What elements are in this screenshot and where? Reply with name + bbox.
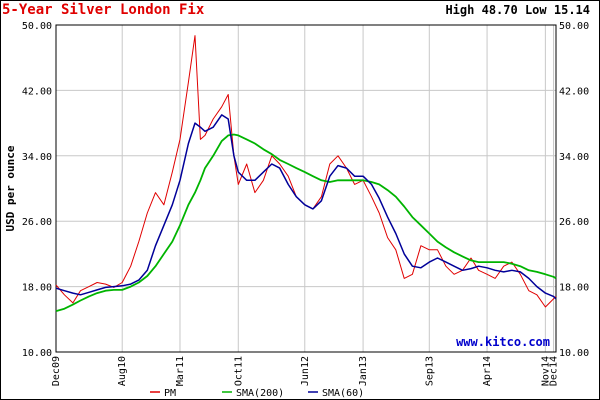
- tick-labels: 10.00 10.00 18.00 18.00 26.00 26.00 34.00 34.00…: [22, 21, 589, 386]
- x-tick-label: Sep13: [424, 356, 435, 386]
- y-tick-label-right: 26.00: [559, 217, 589, 228]
- legend-label: PM: [164, 388, 176, 399]
- high-label: High: [445, 3, 475, 17]
- low-value: 15.14: [553, 3, 590, 17]
- legend-label: SMA(60): [322, 388, 364, 399]
- x-tick-label: Dec14: [549, 356, 560, 386]
- plot-border: [55, 24, 557, 353]
- x-tick-label: Jan13: [358, 356, 369, 386]
- series-line-sma60: [55, 114, 557, 300]
- y-tick-label-left: 18.00: [22, 283, 52, 294]
- legend-label: SMA(200): [236, 388, 284, 399]
- x-tick-label: Oct11: [233, 356, 244, 386]
- x-tick-label: Mar11: [175, 356, 186, 386]
- x-tick-label: Apr14: [482, 356, 493, 386]
- x-tick-label: Jun12: [300, 356, 311, 386]
- y-tick-label-right: 42.00: [559, 86, 589, 97]
- y-tick-label-right: 34.00: [559, 152, 589, 163]
- y-tick-label-right: 50.00: [559, 21, 589, 32]
- y-tick-label-right: 18.00: [559, 283, 589, 294]
- low-label: Low: [524, 3, 547, 17]
- y-tick-label-left: 10.00: [22, 348, 52, 359]
- legend: PM SMA(200) SMA(60): [150, 388, 364, 399]
- watermark: www.kitco.com: [456, 335, 550, 349]
- y-tick-label-left: 50.00: [22, 21, 52, 32]
- series-line-sma200: [55, 133, 557, 312]
- y-tick-label-left: 26.00: [22, 217, 52, 228]
- y-axis-label: USD per ounce: [4, 145, 17, 231]
- y-tick-label-left: 34.00: [22, 152, 52, 163]
- x-tick-label: Nov14: [540, 356, 551, 386]
- series-layer: [55, 35, 557, 312]
- high-low-readout: High 48.70 Low 15.14: [445, 3, 590, 17]
- high-value: 48.70: [481, 3, 518, 17]
- y-tick-label-right: 10.00: [559, 348, 589, 359]
- y-tick-label-left: 42.00: [22, 86, 52, 97]
- chart-title: 5-Year Silver London Fix: [2, 2, 205, 18]
- x-tick-label: Dec09: [51, 356, 62, 386]
- x-tick-label: Aug10: [117, 356, 128, 386]
- grid-lines: [55, 24, 556, 353]
